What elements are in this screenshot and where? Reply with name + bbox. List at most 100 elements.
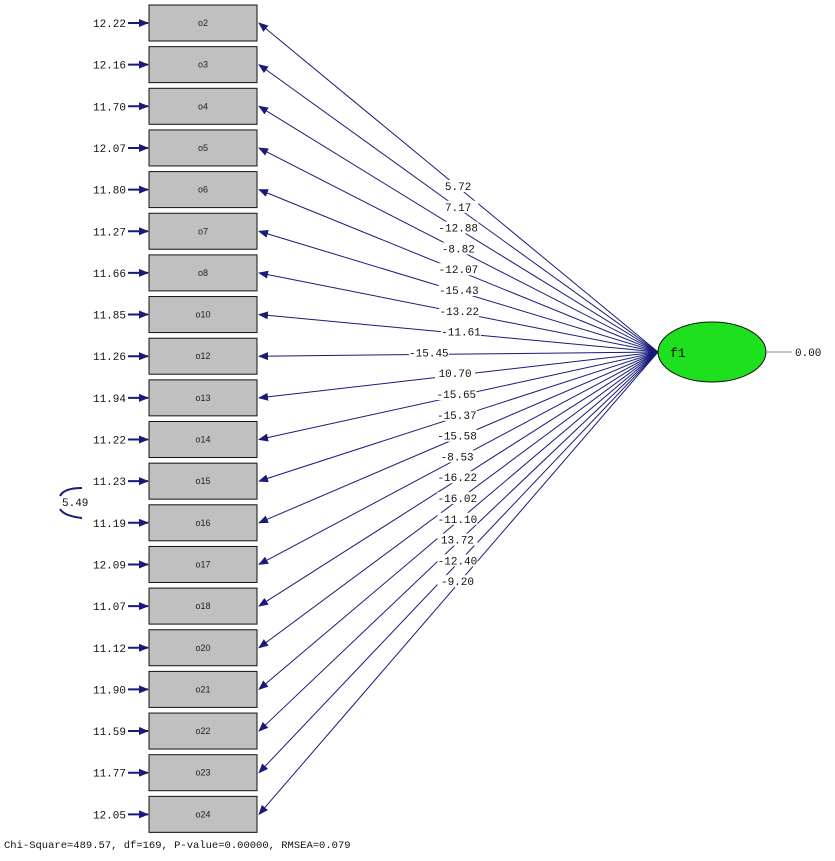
error-variance-o21: 11.90: [93, 685, 126, 697]
loading-value-o12: -15.45: [409, 348, 449, 360]
indicator-box-o15[interactable]: [148, 462, 258, 500]
loading-value-o10: -11.61: [441, 328, 481, 340]
loading-label-bg-o21: [437, 512, 478, 525]
loading-value-o17: -8.53: [441, 452, 474, 464]
error-variance-o22: 11.59: [93, 727, 126, 739]
error-variance-o2: 12.22: [93, 19, 126, 31]
loading-value-o4: -12.88: [438, 224, 478, 236]
loading-label-bg-o14: [436, 388, 477, 400]
indicator-box-o22[interactable]: [148, 712, 258, 750]
indicator-label-o6: o6: [198, 185, 208, 195]
loading-label-bg-o12: [408, 346, 449, 359]
error-variance-o20: 11.12: [93, 644, 126, 656]
indicator-box-o10[interactable]: [148, 296, 258, 334]
indicator-label-o23: o23: [195, 768, 210, 778]
indicator-box-o7[interactable]: [148, 212, 258, 250]
error-variance-o24: 12.05: [93, 810, 126, 822]
indicator-label-o10: o10: [195, 310, 210, 320]
loading-label-bg-o20: [437, 492, 478, 504]
error-variance-o13: 11.94: [93, 394, 126, 406]
indicator-label-o14: o14: [195, 435, 210, 445]
indicator-label-o21: o21: [195, 684, 210, 694]
indicator-box-o5[interactable]: [148, 129, 258, 167]
indicator-label-o17: o17: [195, 559, 210, 569]
indicator-box-o17[interactable]: [148, 545, 258, 583]
loading-label-bg-o13: [435, 367, 476, 380]
indicator-box-o8[interactable]: [148, 254, 258, 292]
loading-value-o7: -15.43: [439, 286, 479, 298]
loading-label-bg-o8: [439, 304, 480, 317]
loading-value-o21: -11.10: [438, 515, 478, 527]
indicator-label-o20: o20: [195, 643, 210, 653]
error-variance-o16: 11.19: [93, 519, 126, 531]
indicator-label-o22: o22: [195, 726, 210, 736]
loading-label-bg-o6: [438, 263, 479, 276]
loading-value-o8: -13.22: [439, 307, 479, 319]
indicator-label-o18: o18: [195, 601, 210, 611]
indicator-box-o16[interactable]: [148, 504, 258, 542]
loading-label-bg-o5: [438, 242, 479, 255]
indicator-label-o3: o3: [198, 60, 208, 70]
loading-value-o16: -15.58: [437, 432, 477, 444]
latent-variance-value: 0.00: [795, 348, 821, 360]
error-variance-o5: 12.07: [93, 144, 126, 156]
error-variance-o18: 11.07: [93, 602, 126, 614]
loading-label-bg-o3: [438, 200, 479, 213]
indicator-label-o2: o2: [198, 18, 208, 28]
fit-summary: Chi-Square=489.57, df=169, P-value=0.000…: [4, 840, 351, 852]
indicator-box-o6[interactable]: [148, 171, 258, 209]
loading-value-o23: -12.40: [438, 556, 478, 568]
latent-factor[interactable]: f1: [657, 321, 767, 383]
indicator-label-o24: o24: [195, 809, 210, 819]
loading-label-bg-o2: [438, 180, 479, 192]
loading-label-bg-o22: [437, 533, 478, 546]
error-variance-o23: 11.77: [93, 769, 126, 781]
error-variance-o14: 11.22: [93, 436, 126, 448]
indicator-box-o20[interactable]: [148, 629, 258, 667]
loading-value-o6: -12.07: [439, 265, 479, 277]
error-variance-o10: 11.85: [93, 311, 126, 323]
latent-label: f1: [670, 346, 686, 361]
indicator-boxes: o2 12.22 o3 12.16 o4 11.70 o5 12.07 o6 11.80 o7 11.…: [93, 4, 258, 833]
loading-labels: 5.72 7.17 -12.88 -8.82 -12.07 -15.43 -13.22 -11…: [408, 180, 481, 589]
loading-value-o14: -15.65: [437, 390, 477, 402]
indicator-box-o21[interactable]: [148, 670, 258, 708]
indicator-box-o24[interactable]: [148, 795, 258, 833]
error-covariance-arc-top: [59, 487, 83, 497]
loading-value-o5: -8.82: [442, 244, 475, 256]
loading-value-o15: -15.37: [437, 411, 477, 423]
loading-label-bg-o24: [437, 575, 478, 588]
indicator-box-o12[interactable]: [148, 337, 258, 375]
loading-label-bg-o7: [438, 284, 479, 296]
error-variance-o12: 11.26: [93, 352, 126, 364]
loading-label-bg-o23: [437, 554, 478, 567]
loading-value-o24: -9.20: [441, 577, 474, 589]
indicator-box-o4[interactable]: [148, 87, 258, 125]
indicator-label-o13: o13: [195, 393, 210, 403]
indicator-box-o3[interactable]: [148, 46, 258, 84]
error-variance-o4: 11.70: [93, 102, 126, 114]
error-covariance-value: 5.49: [62, 498, 88, 510]
indicator-box-o14[interactable]: [148, 421, 258, 458]
indicator-label-o16: o16: [195, 518, 210, 528]
loading-label-bg-o15: [436, 408, 477, 421]
loading-value-o3: 7.17: [445, 203, 471, 215]
loading-value-o13: 10.70: [439, 369, 472, 381]
loading-value-o22: 13.72: [441, 536, 474, 548]
error-variance-o15: 11.23: [93, 477, 126, 489]
indicator-box-o23[interactable]: [148, 754, 258, 792]
indicator-label-o15: o15: [195, 476, 210, 486]
error-variance-o7: 11.27: [93, 227, 126, 239]
indicator-box-o18[interactable]: [148, 587, 258, 625]
error-variance-o3: 12.16: [93, 61, 126, 73]
indicator-box-o13[interactable]: [148, 379, 258, 417]
loading-label-bg-o18: [437, 471, 478, 484]
loading-path-o12: [258, 351, 659, 361]
indicator-label-o5: o5: [198, 143, 208, 153]
loading-label-bg-o17: [437, 450, 478, 463]
indicator-box-o2[interactable]: [148, 4, 258, 42]
indicator-label-o8: o8: [198, 268, 208, 278]
loading-value-o20: -16.02: [438, 494, 478, 506]
loading-label-bg-o4: [438, 221, 479, 234]
